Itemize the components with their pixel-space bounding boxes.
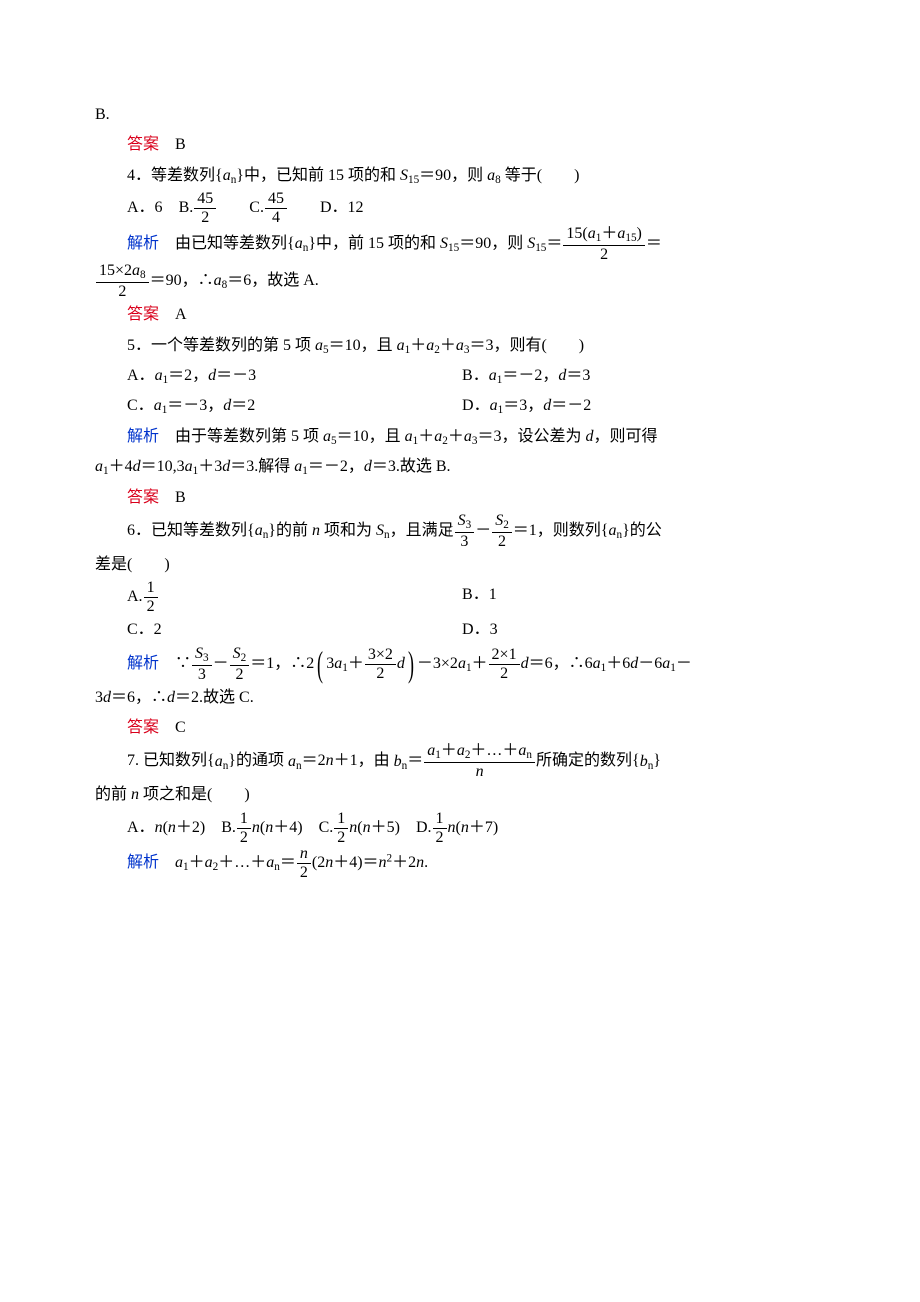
q5-row2: C．a1＝－3，d＝2 D．a1＝3，d＝－2 <box>95 391 825 421</box>
cursor-icon: ⌶ <box>445 520 453 547</box>
q7-stem-2: 的前 n 项之和是( ) <box>95 780 825 810</box>
explain-label: 解析 <box>127 235 159 252</box>
q5-row1: A．a1＝2，d＝－3 B．a1＝－2，d＝3 <box>95 361 825 391</box>
q6-expl-2: 3d＝6，∴d＝2.故选 C. <box>95 683 825 713</box>
q4-expl-1: 解析 由已知等差数列{an}中，前 15 项的和 S15＝90，则 S15＝15… <box>95 226 825 263</box>
q5-expl-2: a1＋4d＝10,3a1＋3d＝3.解得 a1＝－2，d＝3.故选 B. <box>95 452 825 482</box>
q6-row2: C．2 D．3 <box>95 615 825 645</box>
page: B. 答案 B 4．等差数列{an}中，已知前 15 项的和 S15＝90，则 … <box>0 0 920 1302</box>
q7-stem-1: 7. 已知数列{an}的通项 an＝2n＋1，由 bn＝a1＋a2＋…＋ann所… <box>95 743 825 780</box>
q4-expl-2: 15×2a82＝90，∴a8＝6，故选 A. <box>95 263 825 300</box>
frag-b: B. <box>95 100 825 130</box>
q5-stem: 5．一个等差数列的第 5 项 a5＝10，且 a1＋a2＋a3＝3，则有( ) <box>95 331 825 361</box>
q4-options: A．6 B.452 C.454 D．12 <box>95 191 825 226</box>
q6-expl-1: 解析 ∵S33－S22＝1，∴2(3a1＋3×22d)－3×2a1＋2×12d＝… <box>95 646 825 683</box>
answer-5: 答案 B <box>95 483 825 513</box>
answer-4: 答案 A <box>95 300 825 330</box>
q6-stem-2: 差是( ) <box>95 550 825 580</box>
q4-stem: 4．等差数列{an}中，已知前 15 项的和 S15＝90，则 a8 等于( ) <box>95 161 825 191</box>
q5-expl-1: 解析 由于等差数列第 5 项 a5＝10，且 a1＋a2＋a3＝3，设公差为 d… <box>95 422 825 452</box>
q7-options: A．n(n＋2) B.12n(n＋4) C.12n(n＋5) D.12n(n＋7… <box>95 811 825 846</box>
answer-label: 答案 <box>127 136 159 153</box>
answer-6: 答案 C <box>95 713 825 743</box>
q6-stem-1: ⌶ 6．已知等差数列{an}的前 n 项和为 Sn，且满足S33－S22＝1，则… <box>95 513 825 550</box>
q6-row1: A.12 B．1 <box>95 580 825 615</box>
answer-3: 答案 B <box>95 130 825 160</box>
q7-expl: 解析 a1＋a2＋…＋an＝n2(2n＋4)＝n2＋2n. <box>95 846 825 881</box>
